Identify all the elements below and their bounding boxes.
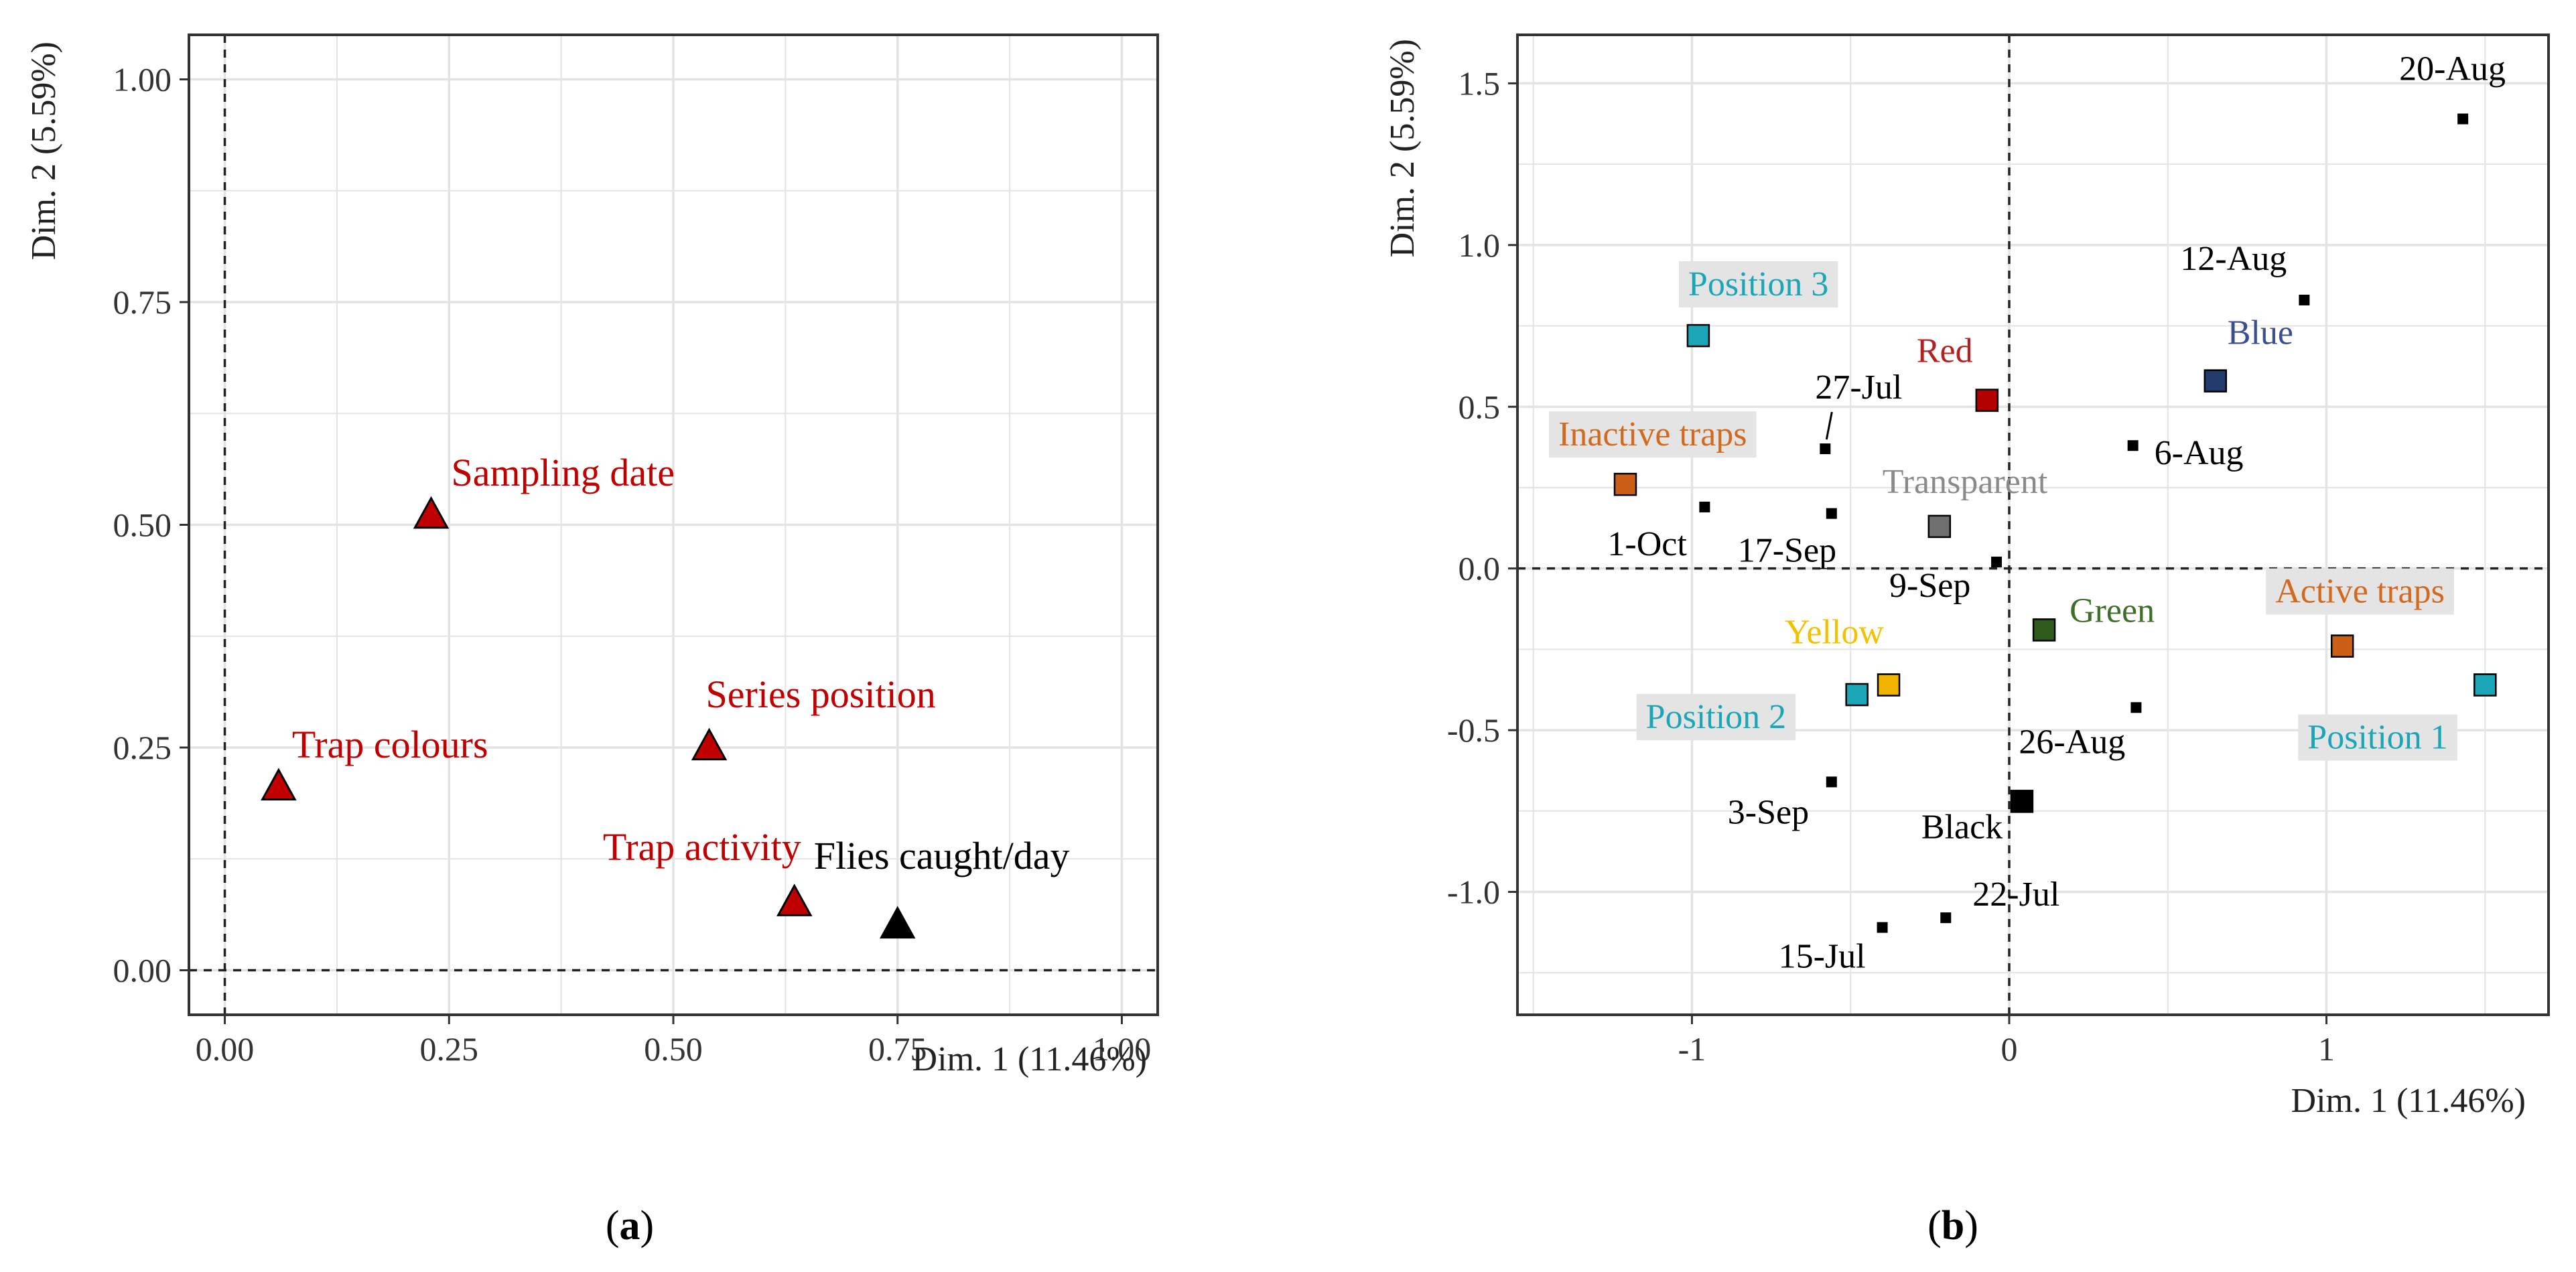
- b-label-3-sep: 3-Sep: [1728, 793, 1809, 831]
- b-point-9-sep: [1991, 557, 2003, 568]
- panel-b-chart: -1 0 1 -1.0 -0.5 0.0 0.5 1.0 1.5 20-Aug 12-Aug 6-A…: [1383, 33, 2550, 1120]
- panel-a-y-axis-label: Dim. 2 (5.59%): [25, 42, 63, 260]
- b-label-active-traps: Active traps: [2275, 573, 2445, 611]
- a-point-flies-caught-day: [879, 906, 916, 939]
- b-point-black: [2010, 790, 2034, 813]
- b-y-tick-label: 0.0: [1459, 550, 1501, 587]
- b-label-box: [1549, 411, 1757, 458]
- b-label-6-aug: 6-Aug: [2155, 434, 2244, 472]
- a-label-sampling-date: Sampling date: [452, 451, 675, 494]
- panel-a-x-axis-label: Dim. 1 (11.46%): [912, 1040, 1147, 1078]
- b-x-tick-label: 0: [2001, 1030, 2017, 1068]
- b-label-red: Red: [1917, 332, 1973, 370]
- b-label-connector-27-jul: [1825, 411, 1833, 440]
- b-label-26-aug: 26-Aug: [2019, 723, 2125, 761]
- b-label-position-1: Position 1: [2307, 719, 2448, 757]
- b-point-position-3: [1686, 324, 1710, 348]
- b-y-tick-label: -0.5: [1447, 711, 1500, 749]
- b-point-20-aug: [2457, 113, 2469, 125]
- b-point-12-aug: [2299, 294, 2310, 305]
- b-point-6-aug: [2127, 440, 2139, 451]
- b-label-box: [2266, 568, 2454, 615]
- b-label-22-jul: 22-Jul: [1972, 875, 2059, 914]
- a-label-series-position: Series position: [706, 673, 936, 716]
- a-point-series-position: [691, 727, 728, 761]
- b-label-27-jul: 27-Jul: [1815, 368, 1902, 407]
- a-point-trap-colours: [261, 768, 297, 800]
- panel-b-caption: (b): [1927, 1203, 1978, 1249]
- a-x-tick-label: 0.50: [644, 1030, 703, 1068]
- b-label-green: Green: [2070, 591, 2155, 630]
- b-label-yellow: Yellow: [1785, 614, 1884, 652]
- b-x-tick-label: -1: [1678, 1030, 1706, 1068]
- b-label-box: [1636, 693, 1796, 740]
- b-point-blue: [2204, 369, 2228, 393]
- b-x-tick-label: 1: [2318, 1030, 2335, 1068]
- b-point-yellow: [1877, 673, 1901, 697]
- b-point-transparent: [1927, 514, 1952, 539]
- a-x-tick-label: 0.00: [196, 1030, 255, 1068]
- b-point-inactive-traps: [1613, 472, 1637, 496]
- b-point-1-oct: [1699, 501, 1710, 512]
- b-label-20-aug: 20-Aug: [2399, 50, 2506, 88]
- b-label-box: [1678, 261, 1838, 308]
- panel-a-caption-letter: a: [620, 1203, 640, 1249]
- a-x-tick-label: 1.00: [1093, 1030, 1152, 1068]
- b-point-26-aug: [2130, 702, 2142, 713]
- b-point-active-traps: [2330, 634, 2354, 658]
- b-point-3-sep: [1826, 776, 1837, 788]
- b-point-17-sep: [1826, 508, 1837, 519]
- a-x-tick-label: 0.75: [868, 1030, 927, 1068]
- a-label-trap-colours: Trap colours: [292, 723, 488, 766]
- a-label-flies-caught-day: Flies caught/day: [814, 834, 1070, 877]
- b-label-position-3: Position 3: [1688, 265, 1829, 303]
- a-point-trap-activity: [776, 884, 813, 916]
- b-label-15-jul: 15-Jul: [1779, 938, 1866, 976]
- panel-b-caption-letter: b: [1942, 1203, 1964, 1249]
- b-point-green: [2032, 618, 2056, 642]
- b-point-22-jul: [1940, 912, 1952, 924]
- b-point-position-1: [2473, 673, 2497, 697]
- b-label-box: [2298, 714, 2457, 761]
- b-label-12-aug: 12-Aug: [2180, 240, 2287, 278]
- panel-b-y-axis-label: Dim. 2 (5.59%): [1383, 39, 1422, 257]
- a-label-trap-activity: Trap activity: [603, 825, 801, 869]
- b-label-transparent: Transparent: [1883, 463, 2048, 501]
- b-label-17-sep: 17-Sep: [1738, 532, 1836, 570]
- a-y-tick-label: 0.50: [113, 506, 172, 544]
- b-y-tick-label: -1.0: [1447, 873, 1500, 911]
- panel-b-x-axis-label: Dim. 1 (11.46%): [2291, 1082, 2526, 1120]
- b-y-tick-label: 0.5: [1459, 388, 1501, 425]
- a-y-tick-label: 1.00: [113, 61, 172, 98]
- b-y-tick-label: 1.5: [1459, 64, 1501, 102]
- b-label-1-oct: 1-Oct: [1607, 525, 1687, 563]
- panel-a-chart: 0.00 0.25 0.50 0.75 1.00 0.00 0.25 0.50 0.75 1.00…: [25, 33, 1159, 1078]
- b-point-15-jul: [1877, 922, 1888, 933]
- b-point-red: [1975, 388, 1999, 412]
- b-label-9-sep: 9-Sep: [1889, 567, 1970, 605]
- b-label-blue: Blue: [2228, 314, 2293, 352]
- panel-b-plot-frame: [1516, 33, 2550, 1016]
- b-label-position-2: Position 2: [1646, 698, 1787, 736]
- a-y-tick-label: 0.25: [113, 729, 172, 766]
- a-y-tick-label: 0.00: [113, 952, 172, 989]
- panel-a-caption: (a): [606, 1203, 654, 1249]
- a-x-tick-label: 0.25: [420, 1030, 479, 1068]
- b-label-black: Black: [1921, 808, 2003, 846]
- b-point-position-2: [1845, 683, 1869, 707]
- a-point-sampling-date: [413, 496, 450, 529]
- b-label-inactive-traps: Inactive traps: [1558, 415, 1747, 453]
- b-point-27-jul: [1820, 443, 1831, 455]
- b-y-tick-label: 1.0: [1459, 226, 1501, 264]
- a-y-tick-label: 0.75: [113, 283, 172, 321]
